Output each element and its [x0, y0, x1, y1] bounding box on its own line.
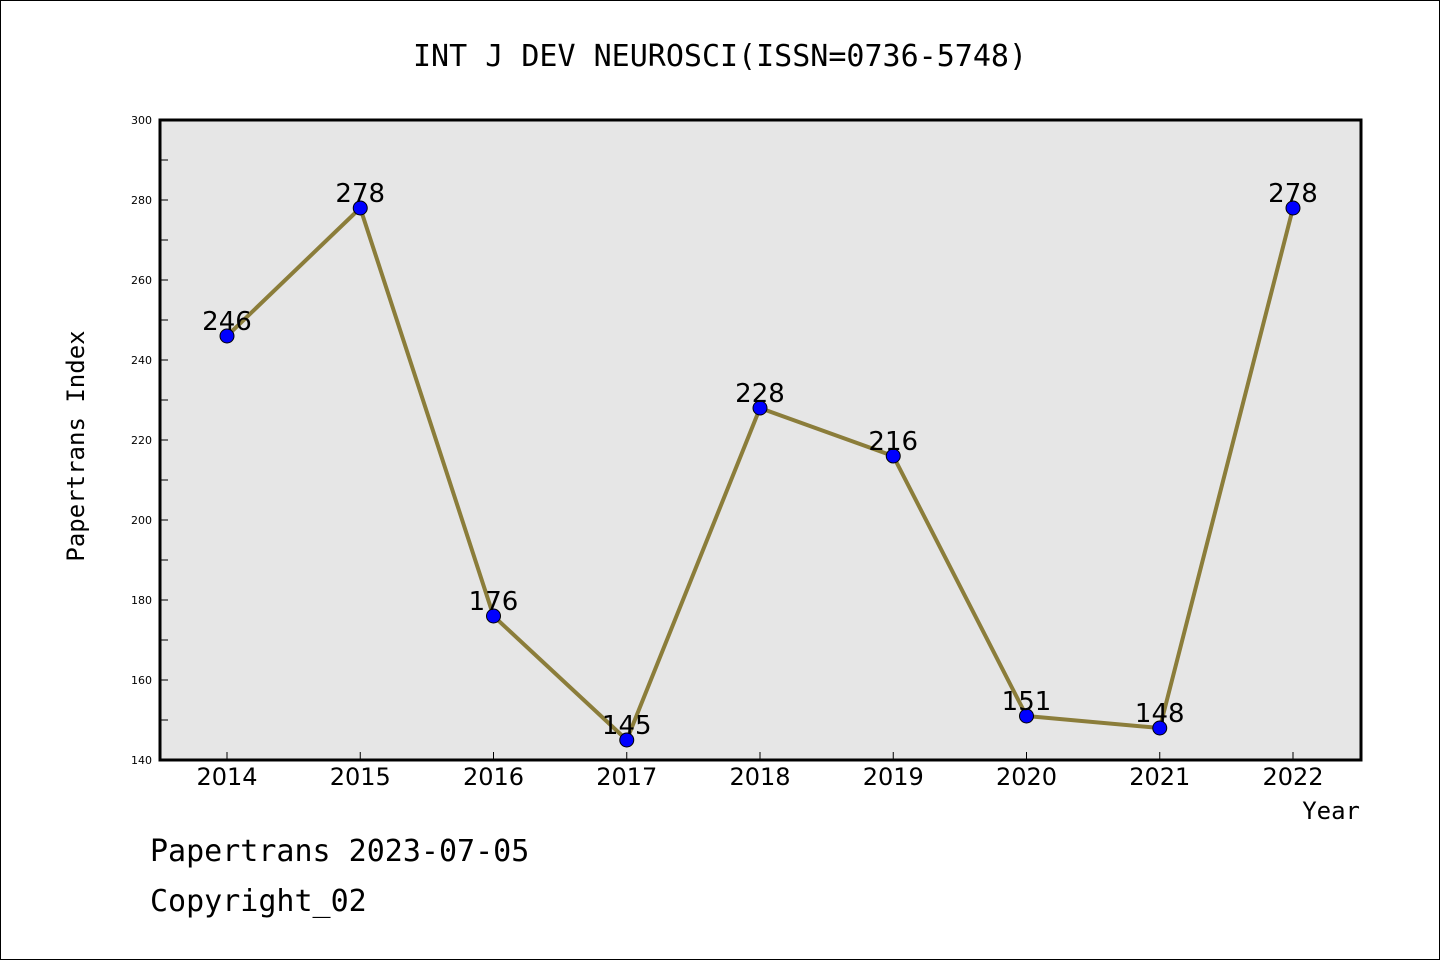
plot-area: [158, 118, 1363, 762]
data-label: 246: [202, 307, 252, 337]
data-label: 145: [602, 711, 652, 741]
x-tick-label: 2020: [996, 763, 1057, 791]
data-label: 151: [1002, 687, 1052, 717]
y-tick-label: 280: [131, 194, 152, 207]
x-tick-label: 2022: [1262, 763, 1323, 791]
y-tick-label: 160: [131, 674, 152, 687]
y-tick-label: 300: [131, 114, 152, 127]
y-tick-label: 220: [131, 434, 152, 447]
data-label: 228: [735, 379, 785, 409]
data-labels: 246 278 176 145 228 216 151 148 278: [202, 179, 1318, 741]
x-tick-label: 2021: [1129, 763, 1190, 791]
y-axis-ticks: 140 160 180 200 220 240 260 280 300: [131, 114, 168, 767]
data-point: [486, 608, 501, 624]
data-point: [1152, 720, 1168, 736]
footer-copyright: Copyright_02: [150, 884, 367, 919]
y-tick-label: 180: [131, 594, 152, 607]
data-point: [752, 400, 768, 416]
y-tick-label: 140: [131, 754, 152, 767]
x-tick-label: 2017: [596, 763, 657, 791]
y-axis-label: Papertrans Index: [62, 330, 90, 561]
x-tick-label: 2018: [729, 763, 790, 791]
data-point: [885, 448, 901, 464]
data-label: 216: [868, 427, 918, 457]
data-point: [1019, 708, 1034, 724]
y-tick-label: 260: [131, 274, 152, 287]
data-point: [219, 328, 235, 344]
x-tick-label: 2019: [863, 763, 924, 791]
x-tick-label: 2014: [196, 763, 257, 791]
x-axis-label: Year: [1302, 797, 1360, 825]
y-tick-label: 240: [131, 354, 152, 367]
data-point: [1285, 200, 1301, 216]
data-label: 278: [1268, 179, 1318, 209]
data-label: 278: [335, 179, 385, 209]
data-point: [619, 732, 635, 748]
chart-title: INT J DEV NEUROSCI(ISSN=0736-5748): [413, 39, 1027, 74]
data-label: 176: [469, 587, 519, 617]
x-tick-label: 2016: [463, 763, 524, 791]
data-markers: [219, 200, 1301, 748]
data-point: [352, 200, 368, 216]
data-label: 148: [1135, 699, 1185, 729]
x-axis-ticks: 2014 2015 2016 2017 2018 2019 2020 2021 2022: [196, 752, 1324, 791]
footer-date: Papertrans 2023-07-05: [150, 834, 530, 869]
y-tick-label: 200: [131, 514, 152, 527]
x-tick-label: 2015: [330, 763, 391, 791]
